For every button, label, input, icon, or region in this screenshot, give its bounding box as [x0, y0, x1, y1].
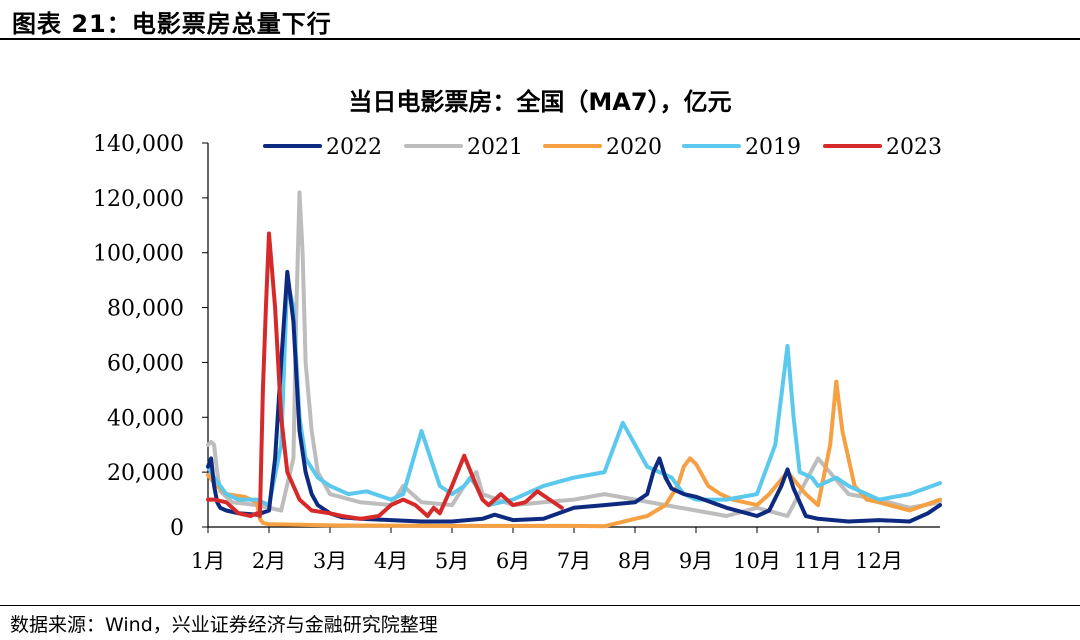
top-rule	[0, 38, 1080, 40]
plot-lines	[206, 190, 942, 529]
series-line-2023	[206, 231, 564, 521]
series-line-2020	[206, 379, 942, 529]
line-chart: 当日电影票房：全国（MA7），亿元 0 20,000 40,000 60,000 80,…	[93, 88, 942, 573]
x-tick-label: 6月	[496, 549, 530, 573]
x-tick-label: 8月	[618, 549, 652, 573]
x-tick-label: 12月	[855, 549, 903, 573]
legend-label-2023: 2023	[886, 135, 942, 160]
x-tick-label: 5月	[435, 549, 469, 573]
x-tick-label: 11月	[794, 549, 842, 573]
series-line-2021	[206, 190, 942, 518]
axes: 0 20,000 40,000 60,000 80,000 100,000 120,000 1…	[93, 132, 940, 573]
x-tick-label: 2月	[252, 549, 286, 573]
legend-label-2021: 2021	[467, 135, 523, 160]
x-tick-label: 9月	[679, 549, 713, 573]
x-tick-label: 7月	[557, 549, 591, 573]
legend-label-2022: 2022	[326, 135, 382, 160]
y-tick-label: 80,000	[107, 297, 184, 322]
bottom-rule	[0, 605, 1080, 606]
y-tick-label: 100,000	[93, 242, 184, 267]
x-tick-label: 1月	[191, 549, 225, 573]
x-tick-label: 10月	[733, 549, 781, 573]
y-tick-label: 40,000	[107, 406, 184, 431]
y-tick-label: 0	[170, 516, 184, 541]
x-tick-label: 4月	[374, 549, 408, 573]
y-tick-label: 140,000	[93, 132, 184, 157]
y-tick-label: 120,000	[93, 187, 184, 212]
chart-title: 当日电影票房：全国（MA7），亿元	[348, 88, 731, 116]
legend-label-2019: 2019	[745, 135, 801, 160]
figure-title: 图表 21：电影票房总量下行	[12, 10, 332, 38]
series-line-2022	[206, 269, 942, 524]
legend-label-2020: 2020	[606, 135, 662, 160]
x-tick-label: 3月	[313, 549, 347, 573]
y-tick-label: 20,000	[107, 461, 184, 486]
y-tick-label: 60,000	[107, 351, 184, 376]
legend: 2022 2021 2020 2019 2023	[263, 135, 942, 160]
source-note: 数据来源：Wind，兴业证券经济与金融研究院整理	[10, 614, 438, 636]
